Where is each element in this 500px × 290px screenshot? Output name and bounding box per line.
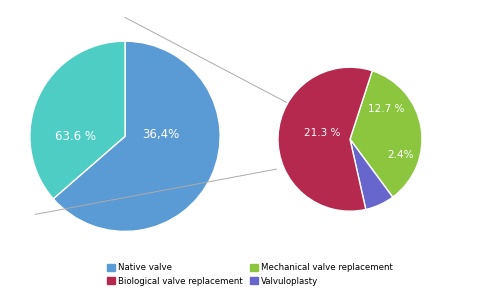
- Wedge shape: [30, 41, 125, 199]
- Legend: Native valve, Biological valve replacement, Mechanical valve replacement, Valvul: Native valve, Biological valve replaceme…: [107, 263, 393, 286]
- Wedge shape: [350, 139, 393, 209]
- Text: 2.4%: 2.4%: [387, 150, 413, 160]
- Text: 63.6 %: 63.6 %: [55, 130, 96, 143]
- Wedge shape: [54, 41, 220, 231]
- Wedge shape: [278, 67, 372, 211]
- Text: 21.3 %: 21.3 %: [304, 128, 341, 138]
- Text: 12.7 %: 12.7 %: [368, 104, 404, 114]
- Text: 36,4%: 36,4%: [142, 128, 180, 141]
- Wedge shape: [350, 71, 422, 197]
